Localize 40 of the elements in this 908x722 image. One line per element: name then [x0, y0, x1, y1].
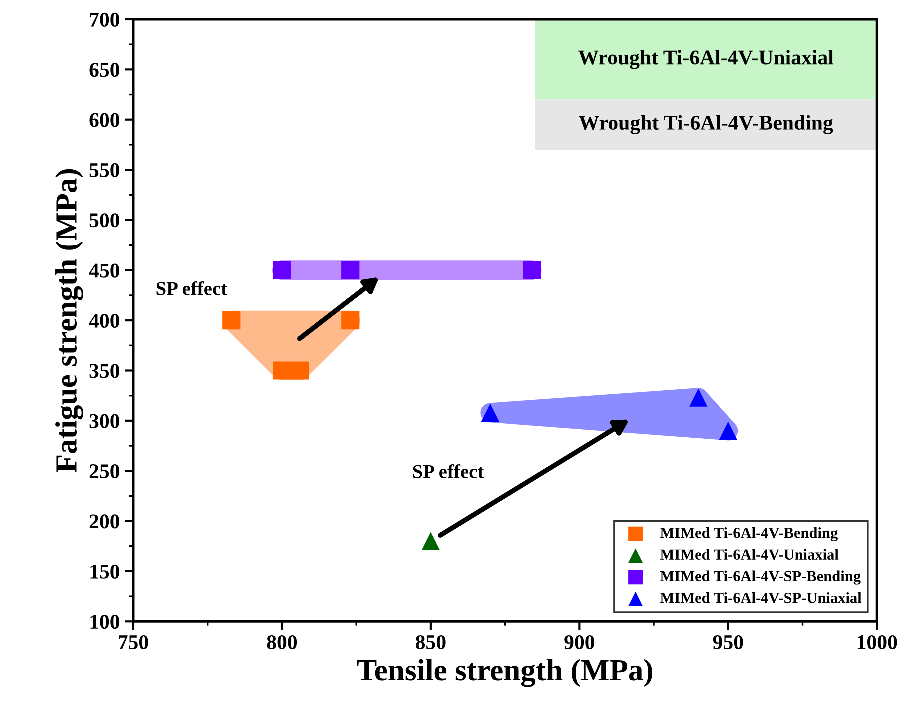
y-tick-label: 200	[90, 514, 120, 529]
band-label: Wrought Ti-6Al-4V-Uniaxial	[578, 50, 834, 70]
x-tick-label: 850	[416, 635, 446, 650]
point	[523, 261, 542, 280]
point	[222, 312, 241, 330]
x-axis-title: Tensile strength (MPa)	[357, 659, 652, 688]
point	[291, 362, 310, 380]
x-tick-label: 1000	[858, 635, 898, 650]
point	[690, 388, 708, 407]
x-tick-label: 750	[119, 635, 148, 650]
y-tick-label: 150	[90, 564, 120, 579]
point	[273, 362, 292, 380]
legend-label: MIMed Ti-6Al-4V-SP-Uniaxial	[660, 592, 862, 604]
annotation: SP effect	[413, 464, 484, 478]
x-tick-label: 900	[564, 635, 594, 650]
y-tick-label: 300	[90, 414, 120, 428]
y-tick-label: 500	[90, 214, 120, 228]
legend-label: MIMed Ti-6Al-4V-Uniaxial	[660, 549, 839, 560]
band-label: Wrought Ti-6Al-4V-Bending	[579, 115, 834, 134]
x-tick-label: 800	[267, 635, 298, 650]
point	[273, 261, 292, 280]
point	[719, 422, 738, 440]
y-tick-label: 350	[90, 364, 120, 378]
y-tick-label: 700	[90, 12, 120, 27]
point	[481, 404, 500, 422]
y-axis-title: Fatigue strength (MPa)	[56, 169, 84, 473]
y-tick-label: 100	[90, 615, 120, 630]
point	[422, 532, 440, 550]
point	[342, 261, 360, 280]
y-tick-label: 400	[89, 314, 120, 328]
point	[342, 312, 360, 330]
y-tick-label: 550	[90, 163, 120, 178]
legend-label: MIMed Ti-6Al-4V-SP-Bending	[660, 570, 861, 585]
y-tick-label: 600	[90, 113, 120, 128]
y-tick-label: 450	[89, 264, 120, 278]
y-tick-label: 650	[90, 63, 120, 78]
x-tick-label: 950	[713, 635, 744, 650]
annotation: SP effect	[156, 281, 228, 296]
legend-label: MIMed Ti-6Al-4V-Bending	[660, 528, 838, 542]
y-tick-label: 250	[90, 464, 120, 479]
